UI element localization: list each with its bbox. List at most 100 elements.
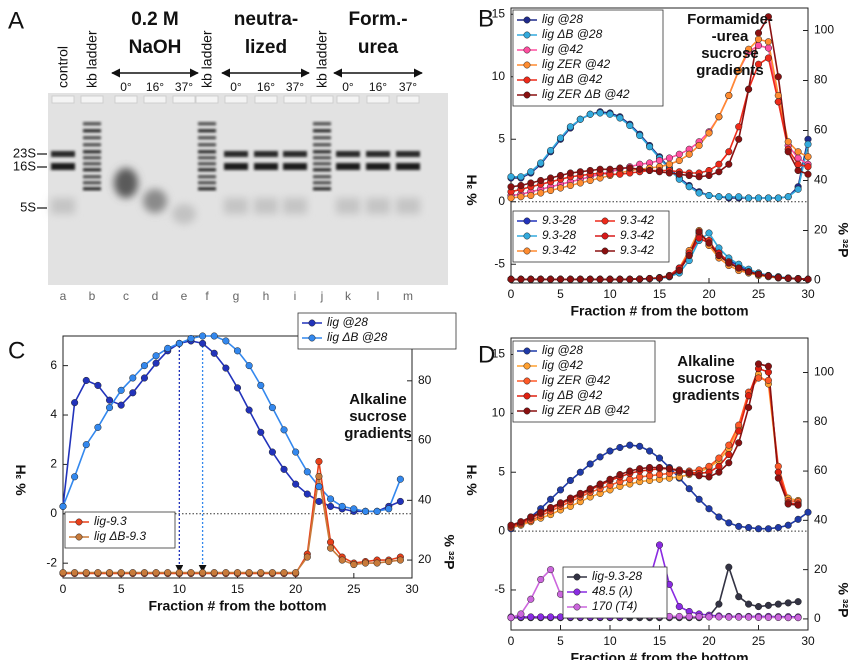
gel-band [83, 162, 101, 166]
legend-marker [602, 248, 608, 254]
data-point [577, 490, 584, 497]
data-point [257, 382, 264, 389]
data-point [211, 569, 218, 576]
gel-band [198, 143, 216, 147]
data-point [785, 275, 792, 282]
data-point [775, 614, 782, 621]
legend-marker [309, 320, 315, 326]
lane-header: kb ladder [84, 30, 100, 88]
group-title: lized [245, 37, 287, 58]
gel-band [198, 150, 216, 154]
annotation: sucrose [701, 45, 759, 62]
data-point [726, 92, 733, 99]
data-point [755, 36, 762, 43]
y-tick-label: -2 [46, 555, 57, 569]
data-point [567, 182, 574, 189]
data-point [557, 172, 564, 179]
data-point [735, 439, 742, 446]
data-point [656, 542, 663, 549]
data-point [547, 187, 554, 194]
legend-label: lig-9.3-28 [592, 569, 642, 583]
y2-tick-label: 0 [814, 273, 821, 287]
data-point [577, 116, 584, 123]
data-point [745, 86, 752, 93]
x-tick-label: 15 [653, 287, 667, 301]
data-point [666, 273, 673, 280]
data-point [706, 172, 713, 179]
data-point [374, 560, 381, 567]
data-point [95, 424, 102, 431]
y2-axis-label: % ³²P [835, 583, 851, 618]
data-point [735, 193, 742, 200]
lane-header: kb ladder [199, 30, 215, 88]
data-point [537, 177, 544, 184]
data-point [257, 569, 264, 576]
y2-tick-label: 40 [418, 492, 432, 506]
data-point [765, 377, 772, 384]
data-point [587, 177, 594, 184]
data-point [518, 182, 525, 189]
data-point [316, 458, 323, 465]
gel-band [198, 181, 216, 185]
data-point [281, 427, 288, 434]
data-point [795, 516, 802, 523]
legend-label: 170 (T4) [592, 599, 637, 613]
data-point [547, 496, 554, 503]
data-point [508, 173, 515, 180]
group-title: urea [358, 37, 399, 58]
panel-label: C [8, 337, 25, 364]
data-point [745, 268, 752, 275]
data-point [716, 463, 723, 470]
data-point [597, 110, 604, 117]
data-point [755, 361, 762, 368]
x-axis-label: Fraction # from the bottom [570, 303, 748, 319]
gel-band [83, 181, 101, 185]
gel-well [196, 96, 218, 103]
gel-smear [114, 168, 138, 198]
data-point [636, 443, 643, 450]
data-point [246, 407, 253, 414]
legend-label: 9.3-42 [620, 243, 654, 257]
size-marker: 5S [20, 199, 36, 214]
legend-label: lig ZER ΔB @42 [542, 87, 630, 101]
data-point [785, 193, 792, 200]
data-point [508, 276, 515, 283]
data-point [528, 168, 535, 175]
data-point [587, 276, 594, 283]
data-point [362, 560, 369, 567]
annotation: Alkaline [349, 391, 407, 408]
legend-marker [309, 335, 315, 341]
group-title: Form.- [348, 9, 407, 30]
legend-label: 9.3-42 [620, 228, 654, 242]
data-point [726, 260, 733, 267]
data-point [547, 504, 554, 511]
gel-band [198, 156, 216, 160]
data-point [785, 148, 792, 155]
data-point [528, 514, 535, 521]
x-tick-label: 30 [801, 287, 815, 301]
data-point [316, 498, 323, 505]
gel-band [313, 129, 331, 133]
data-point [735, 265, 742, 272]
gel-band [313, 175, 331, 179]
data-point [656, 464, 663, 471]
gel-band [83, 122, 101, 126]
data-point [508, 522, 515, 529]
data-point [617, 115, 624, 122]
data-point [587, 167, 594, 174]
gel-band [198, 122, 216, 126]
y-tick-label: 5 [498, 464, 505, 478]
data-point [735, 593, 742, 600]
data-point [327, 503, 334, 510]
data-point [385, 558, 392, 565]
data-point [805, 276, 812, 283]
legend-label: lig ZER @42 [542, 373, 611, 387]
gel-band [83, 168, 101, 172]
data-point [607, 276, 614, 283]
data-point [676, 151, 683, 158]
data-point [106, 404, 113, 411]
data-point [141, 362, 148, 369]
legend-label: lig ΔB @28 [327, 330, 388, 344]
data-point [607, 476, 614, 483]
data-point [716, 514, 723, 521]
